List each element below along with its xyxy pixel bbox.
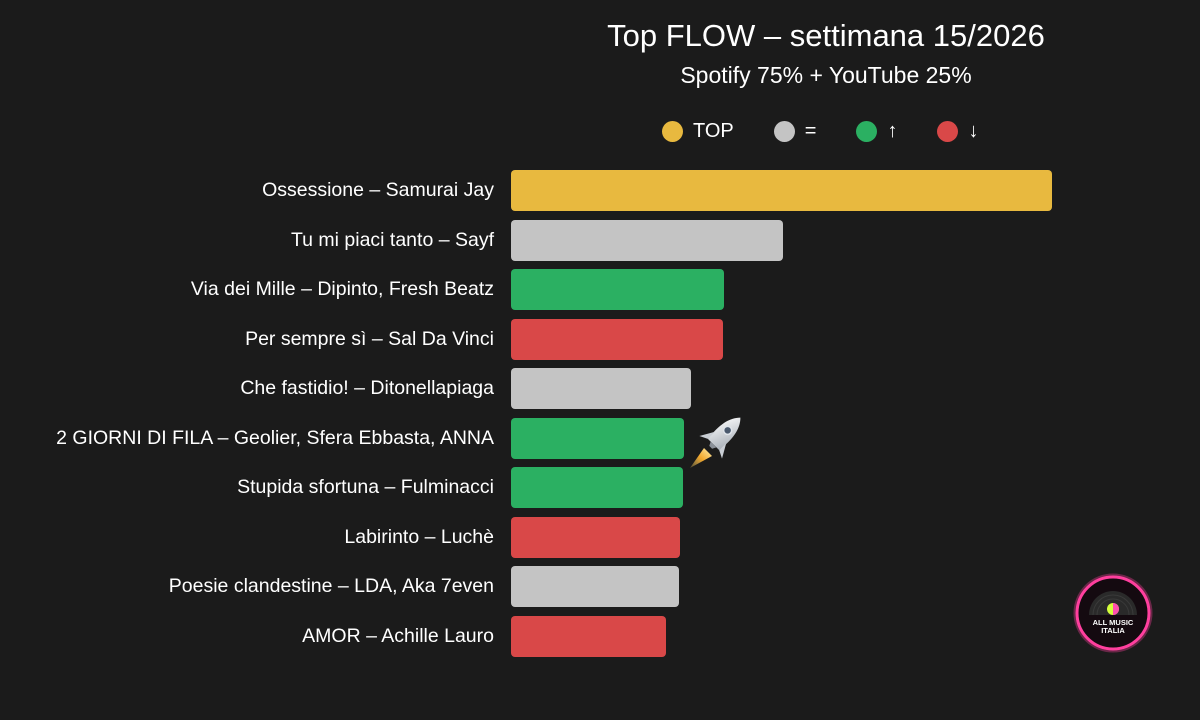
bar	[511, 566, 679, 607]
legend-dot-same-icon	[773, 120, 795, 142]
row-label: AMOR – Achille Lauro	[302, 624, 494, 647]
chart-row: 2 GIORNI DI FILA – Geolier, Sfera Ebbast…	[0, 417, 1200, 459]
bar	[511, 219, 784, 261]
legend: TOP = ↑ ↓	[662, 119, 978, 143]
all-music-italia-logo: ALL MUSIC ITALIA	[1073, 573, 1153, 653]
chart-row: Poesie clandestine – LDA, Aka 7even	[0, 566, 1200, 607]
chart-row: Ossessione – Samurai Jay	[0, 170, 1200, 211]
legend-dot-down-icon	[937, 120, 959, 142]
chart-row: Stupida sfortuna – Fulminacci	[0, 467, 1200, 508]
bar	[511, 368, 692, 409]
row-label: Tu mi piaci tanto – Sayf	[290, 228, 494, 251]
row-label: Per sempre sì – Sal Da Vinci	[245, 327, 494, 350]
legend-label-up-arrow-icon: ↑	[887, 119, 898, 142]
logo-text-line2: ITALIA	[1101, 626, 1125, 635]
chart-row: Che fastidio! – Ditonellapiaga	[0, 368, 1200, 409]
bar	[511, 417, 684, 459]
chart-title: Top FLOW – settimana 15/2026	[607, 18, 1045, 53]
rocket-icon	[690, 417, 741, 468]
chart-row: Per sempre sì – Sal Da Vinci	[0, 318, 1200, 360]
row-label: Che fastidio! – Ditonellapiaga	[240, 377, 494, 399]
legend-item-top: TOP	[662, 120, 734, 143]
chart-subtitle: Spotify 75% + YouTube 25%	[680, 62, 972, 88]
bar	[511, 318, 724, 360]
legend-label-down-arrow-icon: ↓	[968, 119, 979, 142]
row-label: Ossessione – Samurai Jay	[262, 179, 494, 201]
legend-item-down: ↓	[937, 120, 978, 143]
legend-item-same: =	[773, 119, 817, 143]
legend-dot-top-icon	[662, 120, 683, 142]
row-label: Labirinto – Luchè	[344, 525, 494, 548]
legend-label-same: =	[804, 119, 817, 142]
legend-label-top: TOP	[693, 119, 734, 142]
chart-row: Labirinto – Luchè	[0, 516, 1200, 558]
row-label: Stupida sfortuna – Fulminacci	[237, 476, 494, 498]
bar	[511, 467, 684, 508]
row-label: Via dei Mille – Dipinto, Fresh Beatz	[190, 278, 494, 300]
bar	[511, 615, 667, 657]
legend-dot-up-icon	[856, 120, 878, 142]
chart-row: Tu mi piaci tanto – Sayf	[0, 219, 1200, 261]
chart-row: AMOR – Achille Lauro	[0, 615, 1200, 657]
bar	[511, 269, 725, 310]
row-label: Poesie clandestine – LDA, Aka 7even	[168, 575, 494, 597]
bar	[511, 516, 680, 558]
legend-item-up: ↑	[856, 120, 897, 143]
logo-text-line1: ALL MUSIC	[1093, 618, 1134, 627]
bar	[511, 170, 1052, 211]
chart-row: Via dei Mille – Dipinto, Fresh Beatz	[0, 269, 1200, 310]
row-label: 2 GIORNI DI FILA – Geolier, Sfera Ebbast…	[56, 426, 494, 449]
